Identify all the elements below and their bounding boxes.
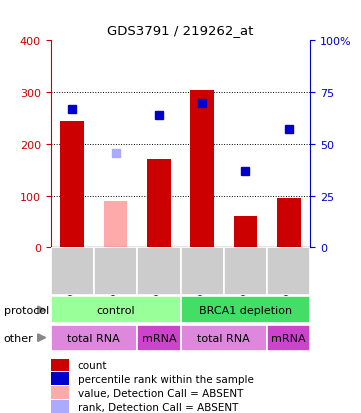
Text: control: control (96, 305, 135, 315)
Text: total RNA: total RNA (68, 333, 120, 344)
Text: rank, Detection Call = ABSENT: rank, Detection Call = ABSENT (78, 402, 238, 412)
Bar (190, 90, 214, 248)
Bar (137, 248, 180, 295)
Bar (180, 297, 310, 324)
Bar (51, 297, 180, 324)
Text: total RNA: total RNA (197, 333, 250, 344)
Title: GDS3791 / 219262_at: GDS3791 / 219262_at (107, 24, 254, 37)
Bar (51, 248, 94, 295)
Bar (147, 160, 171, 248)
Bar (234, 217, 257, 248)
Bar (267, 325, 310, 351)
Text: mRNA: mRNA (142, 333, 176, 344)
Text: protocol: protocol (4, 306, 49, 316)
Bar (51, 325, 137, 351)
Bar (51, 387, 69, 399)
Bar (51, 358, 69, 371)
Bar (60, 121, 84, 248)
Bar (180, 325, 267, 351)
Bar (51, 373, 69, 385)
Text: count: count (78, 361, 107, 370)
Bar (267, 248, 310, 295)
Bar (277, 199, 301, 248)
Bar (137, 325, 180, 351)
Bar (94, 248, 137, 295)
Bar (180, 248, 224, 295)
Bar (224, 248, 267, 295)
Bar (104, 201, 127, 248)
Text: value, Detection Call = ABSENT: value, Detection Call = ABSENT (78, 388, 243, 398)
Text: other: other (4, 334, 33, 344)
Text: BRCA1 depletion: BRCA1 depletion (199, 305, 292, 315)
Text: mRNA: mRNA (271, 333, 306, 344)
Text: percentile rank within the sample: percentile rank within the sample (78, 375, 254, 385)
Bar (51, 400, 69, 413)
